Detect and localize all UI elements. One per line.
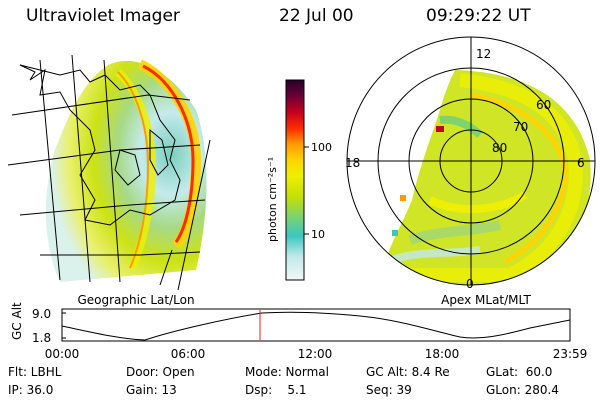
- mlt-12-label: 12: [476, 47, 491, 61]
- timeline-xtick-1200: 12:00: [298, 347, 333, 361]
- param-gain: Gain: 13: [126, 383, 177, 397]
- polar-panel-label: Apex MLat/MLT: [441, 293, 531, 307]
- geographic-image: [7, 54, 211, 291]
- mlt-6-label: 6: [577, 156, 585, 170]
- param-mode: Mode: Normal: [245, 365, 329, 379]
- param-glon: GLon: 280.4: [486, 383, 559, 397]
- time-label: 09:29:22 UT: [426, 6, 531, 26]
- mlat-70-label: 70: [513, 120, 528, 134]
- mlt-18-label: 18: [345, 156, 360, 170]
- mlat-80-label: 80: [492, 141, 507, 155]
- param-filter: Flt: LBHL: [8, 365, 62, 379]
- timeline-xtick-1800: 18:00: [425, 347, 460, 361]
- timeline-ytick-9: 9.0: [32, 307, 51, 321]
- geo-panel-label: Geographic Lat/Lon: [77, 293, 194, 307]
- colorbar-tick-100: 100: [311, 141, 332, 154]
- polar-image: [380, 70, 591, 285]
- date-label: 22 Jul 00: [279, 6, 354, 26]
- param-ip: IP: 36.0: [8, 383, 54, 397]
- timeline-plot: [61, 308, 571, 342]
- timeline-ytick-1-8: 1.8: [32, 331, 51, 345]
- colorbar: [285, 79, 305, 281]
- param-gc-alt: GC Alt: 8.4 Re: [366, 365, 450, 379]
- mlt-0-label: 0: [466, 277, 474, 291]
- colorbar-unit-label: photon cm⁻²s⁻¹: [266, 157, 279, 242]
- polar-grid: [346, 36, 596, 286]
- param-glat: GLat: 60.0: [486, 365, 553, 379]
- altitude-curve: [61, 311, 571, 341]
- param-seq: Seq: 39: [366, 383, 412, 397]
- instrument-title: Ultraviolet Imager: [26, 6, 180, 26]
- timeline-xtick-2359: 23:59: [553, 347, 588, 361]
- param-dsp: Dsp: 5.1: [245, 383, 307, 397]
- timeline-xtick-0600: 06:00: [171, 347, 206, 361]
- colorbar-tick-10: 10: [311, 228, 325, 241]
- timeline-ylabel: GC Alt: [10, 302, 24, 340]
- timeline-xtick-0000: 00:00: [45, 347, 80, 361]
- mlat-60-label: 60: [536, 98, 551, 112]
- param-door: Door: Open: [126, 365, 195, 379]
